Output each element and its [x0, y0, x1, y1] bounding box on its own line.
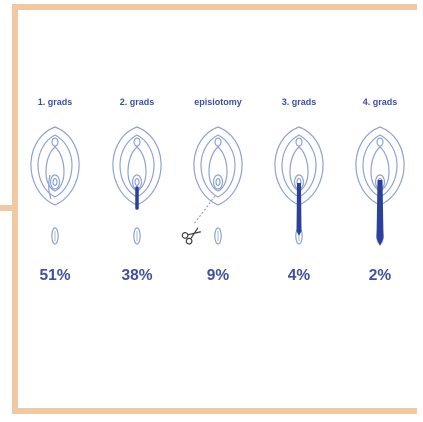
percentage-label: 51% [39, 267, 70, 284]
anus-outline [51, 227, 59, 245]
grade-label: 2. grads [120, 97, 155, 107]
tear-illustration: 1. grads 51% [30, 97, 80, 284]
percentage-label: 4% [288, 267, 311, 284]
percentage-label: 9% [207, 267, 230, 284]
grade-label: 3. grads [282, 97, 317, 107]
vulva-outline [193, 126, 243, 206]
tear-illustration: 2. grads 38% [112, 97, 162, 284]
grade-label: 4. grads [363, 97, 398, 107]
percentage-label: 38% [121, 267, 152, 284]
tear-line [296, 183, 302, 236]
episiotomy-cut-line [193, 195, 216, 225]
frame-border [12, 4, 417, 414]
frame-tab [0, 205, 14, 211]
percentage-label: 2% [369, 267, 392, 284]
tear-illustration: episiotomy 9% [181, 97, 243, 284]
tear-line [376, 180, 384, 246]
tear-line [48, 174, 52, 200]
tear-illustration: 3. grads 4% [274, 97, 324, 284]
anus-outline [214, 227, 222, 245]
grade-label: episiotomy [194, 97, 242, 107]
vulva-outline [30, 126, 80, 206]
grade-label: 1. grads [38, 97, 73, 107]
tear-illustration: 4. grads 2% [355, 97, 405, 284]
scissors-icon [181, 227, 201, 245]
anus-outline [133, 227, 141, 245]
